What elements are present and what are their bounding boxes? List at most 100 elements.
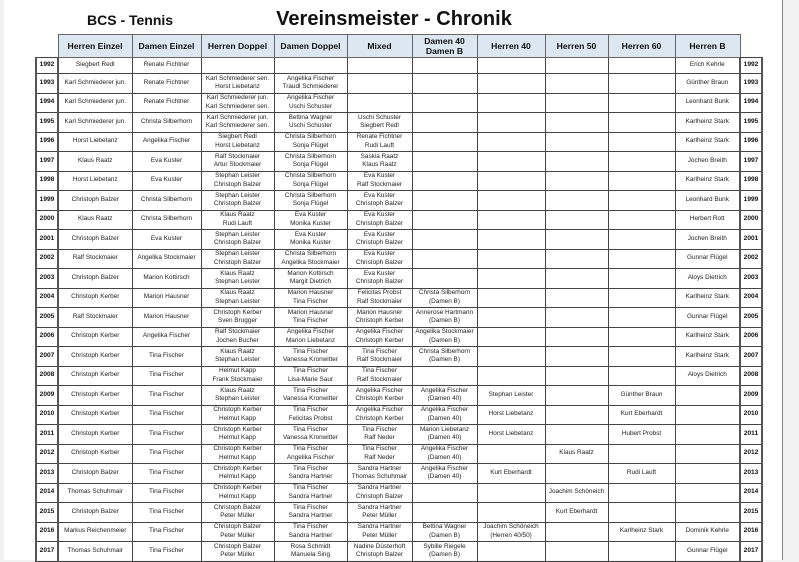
column-header: Damen 40 Damen B xyxy=(411,34,478,58)
winner-cell: Marion Kottirsch xyxy=(131,268,202,289)
winner-cell: Sandra Hartner Peter Müller xyxy=(346,521,413,542)
winner-cell xyxy=(411,57,478,74)
winner-name: Tina Fischer xyxy=(149,449,184,457)
table-row: 2016 Markus Reichenmeier Tina Fischer Chris… xyxy=(35,521,763,542)
winner-cell: Christoph Balzer xyxy=(57,268,133,289)
winner-name: Karlheinz Stark xyxy=(685,176,729,184)
winner-name: (Damen B) xyxy=(429,551,460,559)
winner-name: Leonhard Bunk xyxy=(685,195,729,203)
year-cell-right: 2004 xyxy=(739,287,763,308)
winner-cell: Christa Silberhorn (Damen B) xyxy=(411,346,478,367)
winner-name: Gunnar Flügel xyxy=(687,312,728,320)
winner-cell xyxy=(674,502,741,523)
winner-cell: Klaus Raatz Stephan Leister xyxy=(200,287,275,308)
winner-name: Ralf Stockmaier xyxy=(72,254,118,262)
winner-name: (Damen 40) xyxy=(427,395,462,403)
winner-cell: Angelika Fischer xyxy=(131,326,202,347)
winner-cell: Tina Fischer Lisa-Marie Saur xyxy=(273,365,348,386)
winner-cell: Eva Kuster Monika Kuster xyxy=(273,229,348,250)
year-cell-left: 2000 xyxy=(35,209,59,230)
column-header-label: Herren 50 xyxy=(556,41,597,51)
year-cell-right: 2003 xyxy=(739,268,763,289)
winner-cell xyxy=(476,482,546,503)
winner-cell: Christa Silberhorn (Damen B) xyxy=(411,287,478,308)
column-header-label: Herren Einzel xyxy=(67,41,123,51)
winner-name: Marion Kottirsch xyxy=(287,269,334,277)
winner-cell: Angelika Fischer Christoph Kerber xyxy=(346,385,413,406)
winner-name: Renate Fichtner xyxy=(143,98,190,106)
winner-cell xyxy=(411,131,478,152)
winner-name: Helmut Kapp xyxy=(219,473,256,481)
winner-name: Vanessa Kronwitter xyxy=(283,434,338,442)
year-cell-left: 2017 xyxy=(35,541,59,562)
winner-name: Christa Silberhorn xyxy=(284,152,337,160)
winner-cell xyxy=(544,190,609,211)
year-cell-left: 2010 xyxy=(35,404,59,425)
winner-cell: Tina Fischer xyxy=(131,443,202,464)
table-row: 1999 Christoph Balzer Christa Silberhorn St… xyxy=(35,190,763,211)
winner-name: Gunnar Flügel xyxy=(687,254,728,262)
winner-name: Ralf Stockmaier xyxy=(356,180,403,188)
year-cell-right: 2013 xyxy=(739,463,763,484)
winner-cell: Karl Schmiederer jun. Karl Schmiederer se… xyxy=(200,112,275,133)
winner-name: Tina Fischer xyxy=(293,503,328,511)
winner-cell xyxy=(411,73,478,94)
winner-cell: Kurt Eberhardt xyxy=(476,463,546,484)
table-row: 2015 Christoph Balzer Tina Fischer Christop… xyxy=(35,502,763,523)
winner-name: Siegbert Redl xyxy=(360,122,399,130)
winner-cell: Stephan Leister Christoph Balzer xyxy=(200,190,275,211)
year-cell-right: 2009 xyxy=(739,385,763,406)
winner-cell xyxy=(607,482,676,503)
winner-cell: Eva Kuster xyxy=(131,151,202,172)
winner-cell: Sandra Hartner Christoph Balzer xyxy=(346,482,413,503)
year-cell-right: 2008 xyxy=(739,365,763,386)
winner-name: Traudl Schmiederer xyxy=(282,83,339,91)
winner-name: Stephan Leister xyxy=(215,172,260,180)
winner-cell: Felicitas Probst Ralf Stockmaier xyxy=(346,287,413,308)
winner-cell: Karl Schmiederer jun. xyxy=(57,73,133,94)
table-row: 2009 Christoph Kerber Tina Fischer Klaus Ra… xyxy=(35,385,763,406)
winner-cell: Sybille Riegele (Damen B) xyxy=(411,541,478,562)
column-header-label: Damen Einzel xyxy=(138,41,195,51)
winner-cell: Angelika Fischer Traudl Schmiederer xyxy=(273,73,348,94)
winner-name: Ralf Stockmaier xyxy=(356,356,403,364)
winner-name: Sandra Hartner xyxy=(357,503,402,511)
winner-cell xyxy=(544,365,609,386)
year-cell-right: 2014 xyxy=(739,482,763,503)
winner-cell xyxy=(273,57,348,74)
table-row: 2005 Ralf Stockmaier Marion Hausner Christo… xyxy=(35,307,763,328)
winner-name: Christoph Balzer xyxy=(71,468,119,476)
winner-name: Günther Braun xyxy=(620,390,663,398)
winner-name: Angelika Fischer xyxy=(286,94,335,102)
table-row: 2000 Klaus Raatz Christa Silberhorn Klaus R… xyxy=(35,209,763,230)
winner-cell: Eva Kuster Christoph Balzer xyxy=(346,190,413,211)
winner-cell: Stephan Leister Christoph Balzer xyxy=(200,248,275,269)
winner-cell: Annerose Hartmann (Damen B) xyxy=(411,307,478,328)
winner-cell xyxy=(476,326,546,347)
winner-cell: Angelika Fischer Uschi Schuster xyxy=(273,92,348,113)
winner-cell: Ralf Stockmaier Jochen Bucher xyxy=(200,326,275,347)
winner-name: Tina Fischer xyxy=(149,527,184,535)
winner-cell: Tina Fischer Sandra Hartner xyxy=(273,463,348,484)
year-cell-right: 2005 xyxy=(739,307,763,328)
winner-name: Jochen Breith xyxy=(687,234,727,242)
winner-cell xyxy=(607,57,676,74)
year-cell-left: 1993 xyxy=(35,73,59,94)
winner-name: Angelika Fischer xyxy=(142,137,191,145)
winner-cell: Karlheinz Stark xyxy=(607,521,676,542)
winner-cell: Gunnar Flügel xyxy=(674,248,741,269)
winner-name: Tina Fischer xyxy=(362,347,397,355)
winner-name: Felicitas Probst xyxy=(288,414,333,422)
winner-cell: Christoph Kerber Helmut Kapp xyxy=(200,424,275,445)
winner-cell: Christoph Kerber xyxy=(57,443,133,464)
year-cell-left: 1997 xyxy=(35,151,59,172)
winner-cell: Eva Kuster xyxy=(131,229,202,250)
column-header: Herren 60 xyxy=(607,34,676,58)
winner-name: Herbert Rott xyxy=(689,215,725,223)
winner-cell: Angelika Stockmaier (Damen B) xyxy=(411,326,478,347)
winner-name: Karl Schmiederer jun. xyxy=(64,117,126,125)
winner-cell: Rosa Schmidt Manuela Sing xyxy=(273,541,348,562)
winner-cell: Karl Schmiederer jun. xyxy=(57,112,133,133)
winner-name: Tina Fischer xyxy=(362,367,397,375)
year-cell-left: 1999 xyxy=(35,190,59,211)
